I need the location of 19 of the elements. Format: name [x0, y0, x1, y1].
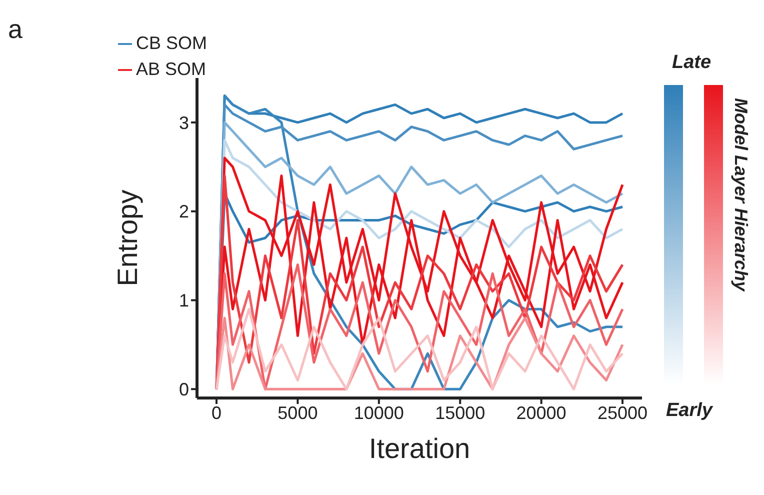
legend-label: AB SOM [136, 59, 206, 79]
y-axis-title: Entropy [112, 190, 143, 286]
y-tick-label: 0 [179, 380, 190, 400]
x-tick-label: 15000 [435, 402, 486, 423]
x-tick-label: 5000 [278, 402, 318, 423]
legend-label: CB SOM [136, 33, 208, 53]
x-axis-title: Iteration [368, 433, 470, 464]
x-tick-label: 10000 [354, 402, 404, 423]
y-tick-label: 3 [179, 112, 190, 133]
x-tick-label: 0 [211, 402, 222, 423]
color-bar-title: Model Layer Hierarchy [730, 98, 751, 292]
text: Early [666, 400, 712, 422]
y-tick-label: 2 [179, 202, 190, 222]
line-series [215, 263, 624, 390]
text: Late [672, 52, 712, 74]
y-tick-label: 1 [179, 290, 190, 311]
x-tick-label: 25000 [597, 402, 648, 423]
x-tick-label: 20000 [516, 402, 566, 423]
chart-title: a [8, 14, 22, 45]
